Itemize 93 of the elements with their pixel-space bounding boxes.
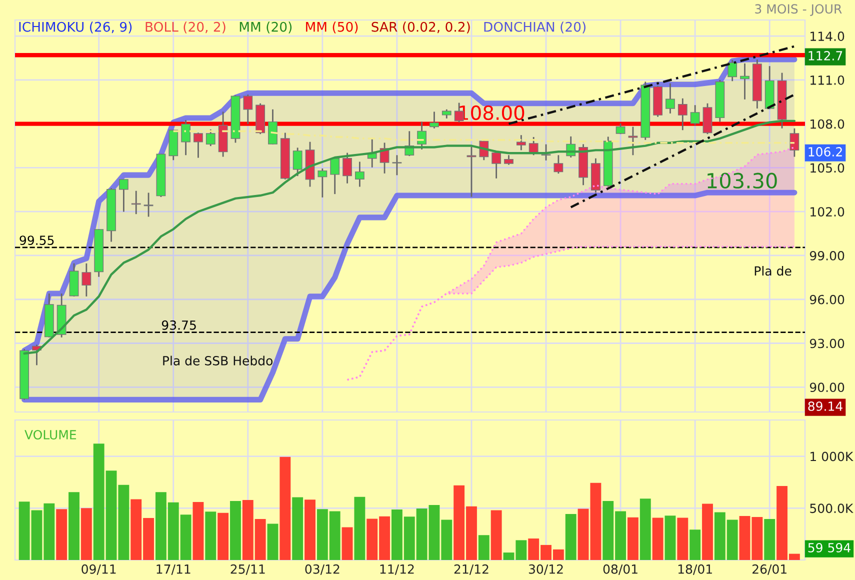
- candlestick: [392, 154, 402, 176]
- y-tick-label: 108.0: [810, 119, 844, 129]
- candlestick: [354, 161, 364, 188]
- x-tick-label: 18/01: [678, 564, 712, 575]
- candlestick: [516, 134, 526, 151]
- bar: [192, 502, 204, 560]
- y-tick-label: 500.0K: [810, 504, 854, 514]
- x-tick-label: 03/12: [305, 564, 340, 575]
- candlestick: [144, 192, 154, 218]
- x-tick-label: 17/11: [156, 564, 190, 575]
- candlestick: [442, 108, 452, 120]
- text: 89.14: [808, 401, 842, 411]
- bar: [664, 516, 676, 560]
- annotation: MM (20): [240, 22, 292, 34]
- bar: [230, 500, 241, 560]
- candlestick: [342, 152, 352, 184]
- candlestick: [131, 190, 141, 215]
- bar: [565, 514, 576, 560]
- annotation: ICHIMOKU (26, 9): [19, 22, 132, 34]
- bar: [280, 456, 291, 560]
- candlestick: [318, 168, 328, 198]
- bar: [218, 512, 229, 560]
- y-tick-label: 90.00: [810, 382, 844, 392]
- candlestick: [740, 62, 750, 100]
- chart-subtitle: 3 MOIS - JOUR: [755, 4, 842, 16]
- x-tick-label: 25/11: [230, 564, 265, 575]
- bar: [292, 497, 304, 560]
- bar: [80, 508, 92, 560]
- candlestick: [118, 178, 128, 212]
- text: 112.7: [808, 51, 842, 60]
- y-tick-label: 1 000K: [810, 452, 854, 462]
- bar: [652, 518, 664, 560]
- annotation: Pla de: [754, 266, 792, 276]
- candlestick: [790, 128, 800, 158]
- bar: [677, 518, 688, 560]
- annotation: SAR (0.02, 0.2): [372, 22, 470, 34]
- annotation: Pla de SSB Hebdo: [163, 356, 273, 366]
- annotation: DONCHIAN (20): [484, 22, 586, 34]
- candlestick: [206, 128, 216, 147]
- candlestick: [628, 126, 638, 156]
- y-tick-label: 102.0: [810, 207, 844, 217]
- y-tick-label: 93.00: [810, 338, 844, 348]
- annotation: BOLL (20, 2): [146, 22, 226, 34]
- candlestick: [678, 98, 688, 131]
- candlestick: [504, 154, 514, 166]
- bar: [764, 519, 776, 560]
- candlestick: [666, 82, 675, 114]
- bar: [690, 530, 701, 560]
- annotation: 103.30: [708, 172, 777, 189]
- annotation: MM (50): [306, 22, 358, 34]
- x-tick-label: 08/01: [603, 564, 638, 575]
- text: VOLUME: [24, 430, 76, 440]
- x-tick-label: 30/12: [528, 564, 563, 575]
- candlestick: [466, 146, 476, 198]
- text: 59 594: [808, 542, 850, 552]
- y-tick-label: 96.00: [810, 294, 844, 304]
- candlestick: [728, 59, 738, 82]
- bar: [267, 524, 278, 560]
- ref-line-label: 108.00: [460, 105, 524, 120]
- candlestick: [690, 104, 700, 126]
- bar: [478, 535, 490, 560]
- candlestick: [194, 132, 203, 158]
- candlestick: [492, 150, 502, 180]
- bar: [640, 498, 651, 560]
- bar: [56, 509, 68, 560]
- bar: [205, 512, 216, 560]
- y-tick-label: 114.0: [810, 32, 844, 42]
- bar: [702, 504, 713, 560]
- candlestick: [541, 144, 551, 162]
- x-tick-label: 11/12: [380, 564, 414, 575]
- y-tick-label: 111.0: [810, 75, 844, 85]
- ref-line-label: 99.55: [20, 236, 54, 246]
- candlestick: [330, 156, 340, 195]
- ref-line-label: 93.75: [162, 320, 196, 330]
- bar: [490, 510, 502, 560]
- bar: [342, 527, 353, 560]
- candlestick: [430, 111, 439, 130]
- candlestick: [292, 147, 302, 177]
- y-tick-label: 105.0: [810, 163, 844, 173]
- text: 106.2: [808, 147, 842, 157]
- bar: [354, 496, 366, 560]
- candlestick: [181, 119, 190, 156]
- candlestick: [82, 262, 92, 298]
- bar: [68, 492, 80, 560]
- bar: [628, 517, 638, 560]
- x-tick-label: 21/12: [454, 564, 488, 575]
- candlestick: [554, 154, 564, 174]
- bar: [304, 500, 316, 560]
- x-tick-label: 09/11: [82, 564, 116, 575]
- x-tick-label: 26/01: [752, 564, 786, 575]
- candlestick: [268, 108, 278, 146]
- candlestick: [243, 94, 253, 125]
- y-tick-label: 99.00: [810, 250, 844, 260]
